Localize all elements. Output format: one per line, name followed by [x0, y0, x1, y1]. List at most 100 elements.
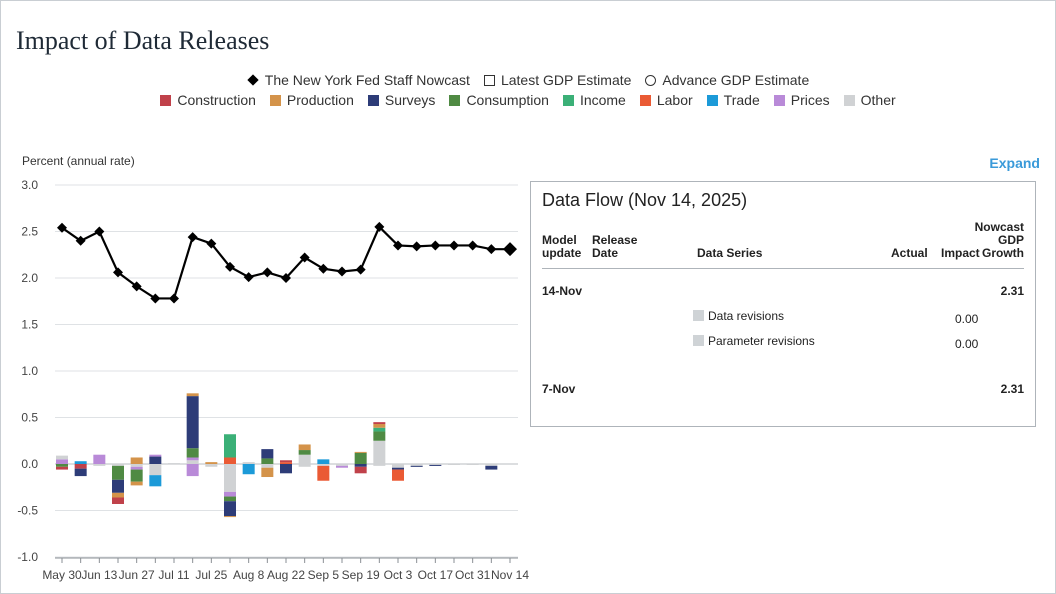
bar-segment: [280, 460, 292, 463]
bar-segment: [298, 464, 311, 467]
bar-segment: [354, 451, 367, 453]
legend-item-prices[interactable]: Prices: [773, 92, 830, 108]
bar-segment: [466, 464, 479, 465]
x-tick-label: Oct 31: [455, 568, 491, 582]
header-release-date: Release Date: [592, 234, 637, 260]
other-swatch-icon: [693, 310, 704, 321]
bar-segment: [112, 464, 124, 466]
bar-segment: [261, 449, 274, 459]
header-text: Nowcast: [974, 220, 1024, 234]
nowcast-point: [503, 242, 517, 257]
bar-segment: [168, 463, 180, 465]
bar-segment: [317, 459, 330, 464]
x-tick-label: Aug 22: [267, 568, 305, 582]
data-flow-panel: Data Flow (Nov 14, 2025) Model update Re…: [530, 181, 1036, 427]
color-swatch-icon: [639, 94, 651, 106]
bar-segment: [224, 516, 236, 518]
y-axis-label: Percent (annual rate): [22, 154, 135, 168]
legend-label: Labor: [656, 92, 693, 108]
legend-series: The New York Fed Staff Nowcast Latest GD…: [0, 72, 1056, 88]
nowcast-point: [113, 267, 123, 278]
bar-segment: [56, 459, 68, 464]
nowcast-point: [187, 232, 198, 243]
y-tick-label: 3.0: [21, 178, 38, 192]
page-title: Impact of Data Releases: [16, 26, 270, 55]
color-swatch-icon: [449, 94, 461, 106]
nowcast-point: [75, 235, 86, 246]
legend-item-labor[interactable]: Labor: [639, 92, 693, 108]
bar-segment: [186, 464, 199, 477]
nowcast-point: [374, 221, 385, 232]
x-tick-label: May 30: [42, 568, 82, 582]
bar-segment: [373, 464, 386, 466]
series-label: Data revisions: [708, 309, 785, 323]
header-text: Model: [542, 233, 577, 247]
bar-segment: [224, 457, 236, 464]
bar-segment: [373, 424, 386, 428]
data-flow-title: Data Flow (Nov 14, 2025): [542, 190, 748, 210]
x-tick-label: Jun 27: [119, 568, 155, 582]
row-series[interactable]: Data revisions: [693, 309, 784, 323]
impact-chart: Percent (annual rate) 3.0 2.5 2.0 1.5 1.0 0.5 0…: [17, 154, 529, 582]
legend-categories: Construction Production Surveys Consumption…: [0, 92, 1056, 108]
legend-item-latest-gdp[interactable]: Latest GDP Estimate: [483, 72, 631, 88]
x-tick-label: Jul 25: [195, 568, 227, 582]
legend-label: Prices: [790, 92, 830, 108]
bar-segment: [410, 465, 423, 467]
header-nowcast: Nowcast GDP Growth: [975, 221, 1024, 260]
legend-label: Construction: [177, 92, 256, 108]
legend-item-construction[interactable]: Construction: [160, 92, 256, 108]
bar-segment: [317, 464, 330, 466]
y-tick-label: -0.5: [17, 504, 38, 518]
color-swatch-icon: [269, 94, 281, 106]
bar-segment: [280, 462, 292, 464]
legend-label: Income: [579, 92, 626, 108]
color-swatch-icon: [562, 94, 574, 106]
header-data-series: Data Series: [697, 246, 763, 260]
bar-segment: [56, 466, 68, 470]
bar-segment: [373, 427, 386, 432]
bar-segment: [149, 454, 162, 457]
bar-segment: [392, 464, 404, 468]
legend-item-trade[interactable]: Trade: [706, 92, 760, 108]
legend-item-surveys[interactable]: Surveys: [367, 92, 435, 108]
bar-segment: [130, 464, 143, 467]
nowcast-point: [430, 240, 441, 251]
color-swatch-icon: [843, 94, 855, 106]
bar-segment: [224, 496, 236, 502]
legend-item-nowcast[interactable]: The New York Fed Staff Nowcast: [247, 72, 470, 88]
bar-segment: [392, 469, 404, 481]
nowcast-point: [150, 293, 161, 304]
bar-segment: [205, 462, 218, 464]
expand-link[interactable]: Expand: [989, 155, 1040, 171]
bar-segment: [93, 464, 106, 466]
row-series[interactable]: Parameter revisions: [693, 334, 815, 348]
header-model-update: Model update: [542, 234, 581, 260]
legend-item-income[interactable]: Income: [562, 92, 626, 108]
bar-segment: [373, 422, 386, 425]
row-model-update: 7-Nov: [542, 382, 576, 396]
nowcast-point: [337, 266, 347, 277]
nowcast-point: [131, 281, 142, 292]
legend-item-consumption[interactable]: Consumption: [449, 92, 549, 108]
legend-label: Consumption: [466, 92, 549, 108]
legend-item-production[interactable]: Production: [269, 92, 354, 108]
bar-segment: [429, 464, 442, 465]
bar-segment: [56, 455, 68, 460]
x-tick-label: Jul 11: [158, 568, 189, 582]
nowcast-point: [355, 264, 366, 275]
bar-segment: [112, 492, 124, 498]
y-tick-label: 0.0: [21, 457, 38, 471]
x-tick-label: Nov 14: [491, 568, 529, 582]
row-impact: 0.00: [955, 312, 979, 326]
legend-item-other[interactable]: Other: [843, 92, 896, 108]
bar-segment: [298, 450, 311, 455]
legend-item-advance-gdp[interactable]: Advance GDP Estimate: [645, 72, 809, 88]
nowcast-point: [169, 293, 179, 304]
bar-segment: [336, 464, 348, 466]
nowcast-point: [449, 240, 459, 251]
bar-segment: [205, 464, 218, 467]
bar-segment: [224, 464, 236, 492]
bar-segment: [317, 465, 330, 481]
bar-segment: [448, 464, 460, 465]
